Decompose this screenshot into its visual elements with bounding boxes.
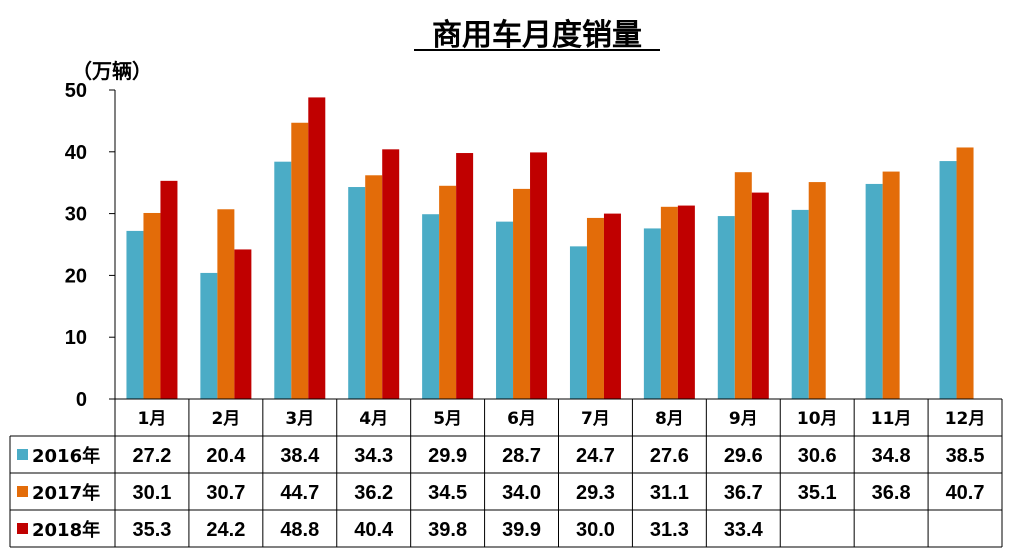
y-tick-label: 50 <box>65 80 87 102</box>
table-cell: 28.7 <box>502 445 541 467</box>
table-cell: 38.4 <box>280 445 320 467</box>
legend-swatch <box>17 486 28 497</box>
table-cell: 39.9 <box>502 519 541 541</box>
bar <box>586 217 604 399</box>
bar <box>217 209 235 399</box>
table-cell: 34.3 <box>354 445 393 467</box>
bar <box>882 171 900 399</box>
category-label: 2月 <box>211 409 240 429</box>
bar <box>717 216 735 399</box>
bar <box>791 209 809 399</box>
bar <box>200 272 218 399</box>
bar <box>348 187 366 399</box>
chart-title: 商用车月度销量 <box>432 18 642 53</box>
table-cell: 30.6 <box>798 445 837 467</box>
bars <box>126 97 974 399</box>
table-cell: 34.5 <box>428 482 467 504</box>
bar <box>234 249 252 399</box>
table-cell: 44.7 <box>280 482 319 504</box>
table-cell: 40.7 <box>946 482 985 504</box>
series-label: 2018年 <box>32 519 100 541</box>
category-label: 1月 <box>138 409 167 429</box>
table-cell: 31.3 <box>650 519 689 541</box>
bar <box>734 172 752 399</box>
bar <box>496 221 514 399</box>
table-cell: 33.4 <box>724 519 764 541</box>
category-label: 10月 <box>797 409 838 429</box>
bar <box>291 122 309 399</box>
bar <box>660 206 678 399</box>
bar <box>308 97 326 399</box>
category-label: 3月 <box>285 409 314 429</box>
table-cell: 36.8 <box>872 482 911 504</box>
bar <box>160 180 178 399</box>
category-label: 6月 <box>507 409 536 429</box>
table-cell: 34.8 <box>872 445 911 467</box>
bar <box>956 147 974 399</box>
bar <box>569 246 587 399</box>
bar <box>865 183 883 399</box>
bar <box>643 228 661 399</box>
bar <box>365 175 383 399</box>
table-cell: 24.7 <box>576 445 615 467</box>
table-cell: 29.6 <box>724 445 763 467</box>
bar <box>808 182 826 399</box>
category-label: 7月 <box>581 409 610 429</box>
table-cell: 36.2 <box>354 482 393 504</box>
y-tick-label: 10 <box>65 327 87 349</box>
bar <box>143 212 161 399</box>
table-cell: 31.1 <box>650 482 689 504</box>
bar <box>422 214 440 399</box>
bar <box>126 230 144 399</box>
bar <box>603 213 621 399</box>
bar <box>513 188 531 399</box>
table-cell: 24.2 <box>206 519 245 541</box>
table-cell: 30.7 <box>206 482 245 504</box>
category-label: 12月 <box>945 409 986 429</box>
bar <box>382 149 400 399</box>
legend-swatch <box>17 449 28 460</box>
table-cell: 29.3 <box>576 482 615 504</box>
table-cell: 34.0 <box>502 482 541 504</box>
legend-swatch <box>17 523 28 534</box>
category-label: 5月 <box>433 409 462 429</box>
series-label: 2017年 <box>32 482 100 504</box>
table-cell: 48.8 <box>280 519 319 541</box>
table-cell: 29.9 <box>428 445 467 467</box>
series-label: 2016年 <box>32 445 100 467</box>
y-tick-label: 20 <box>65 265 87 287</box>
category-label: 8月 <box>655 409 684 429</box>
table-cell: 30.1 <box>132 482 171 504</box>
table-cell: 35.1 <box>798 482 837 504</box>
category-label: 9月 <box>729 409 758 429</box>
table-cell: 20.4 <box>206 445 246 467</box>
table-cell: 38.5 <box>946 445 985 467</box>
bar <box>439 185 457 399</box>
table-cell: 36.7 <box>724 482 763 504</box>
table-cell: 27.6 <box>650 445 689 467</box>
y-tick-label: 40 <box>65 142 87 164</box>
category-label: 11月 <box>871 409 912 429</box>
data-table: 1月 2月 3月 4月 5月 6月 7月 8月 9月 10月 11月 12月 2016年 27.2 20.4… <box>9 398 1003 548</box>
y-tick-label: 30 <box>65 204 87 226</box>
bar <box>530 152 548 399</box>
table-cell: 35.3 <box>132 519 171 541</box>
bar <box>751 192 769 399</box>
y-axis: 0 10 20 30 40 50 <box>65 80 116 411</box>
category-label: 4月 <box>359 409 388 429</box>
table-cell: 40.4 <box>354 519 394 541</box>
table-cell: 27.2 <box>132 445 171 467</box>
bar <box>677 205 695 399</box>
table-cell: 30.0 <box>576 519 615 541</box>
table-cell: 39.8 <box>428 519 467 541</box>
bar <box>939 161 957 399</box>
bar <box>456 153 474 399</box>
unit-label: （万辆） <box>72 59 152 83</box>
y-tick-label: 0 <box>76 389 87 411</box>
bar <box>274 161 292 399</box>
